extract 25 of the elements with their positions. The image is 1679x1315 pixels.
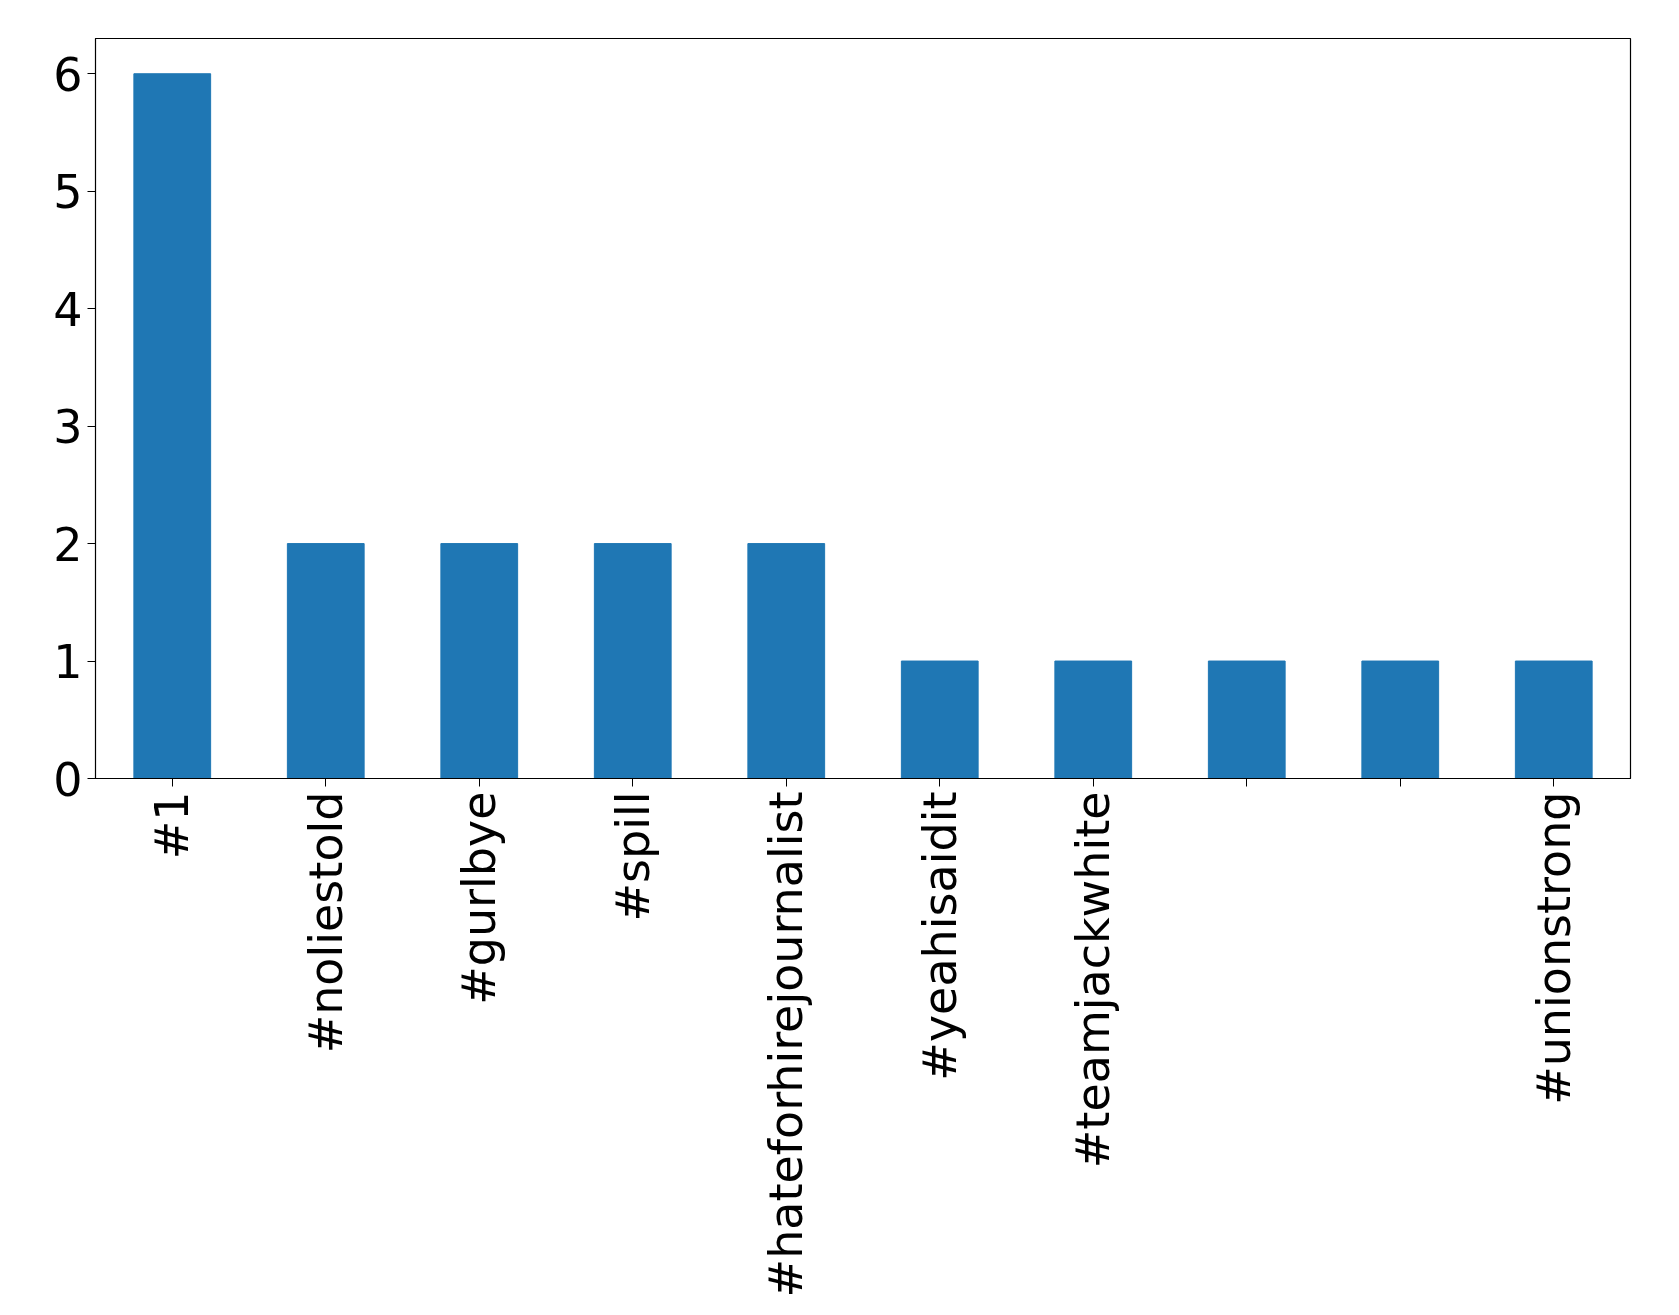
x-tick-label: #yeahisaidit (912, 791, 967, 1081)
y-tick-label: 6 (53, 47, 83, 102)
y-tick-label: 5 (53, 165, 83, 220)
bar (593, 543, 672, 779)
x-tick-label: #spill (605, 791, 660, 922)
bar (440, 543, 519, 779)
y-tick-label: 0 (53, 752, 83, 807)
bar (1054, 660, 1133, 779)
x-tick-label: #1 (145, 791, 200, 860)
bar (1361, 660, 1440, 779)
bar (747, 543, 826, 779)
x-tick-label: #unionstrong (1526, 791, 1581, 1105)
bar (133, 73, 212, 779)
bar (900, 660, 979, 779)
x-tick-label: #teamjackwhite (1066, 791, 1121, 1169)
y-tick-label: 2 (53, 517, 83, 572)
bar (286, 543, 365, 779)
y-tick-label: 1 (53, 635, 83, 690)
y-tick-label: 3 (53, 400, 83, 455)
x-tick-label: #gurlbye (452, 791, 507, 1005)
y-tick-label: 4 (53, 282, 83, 337)
bar (1514, 660, 1593, 779)
bar (1207, 660, 1286, 779)
x-tick-label: #noliestold (298, 791, 353, 1054)
x-tick-label: #hateforhirejournalist (759, 791, 814, 1298)
